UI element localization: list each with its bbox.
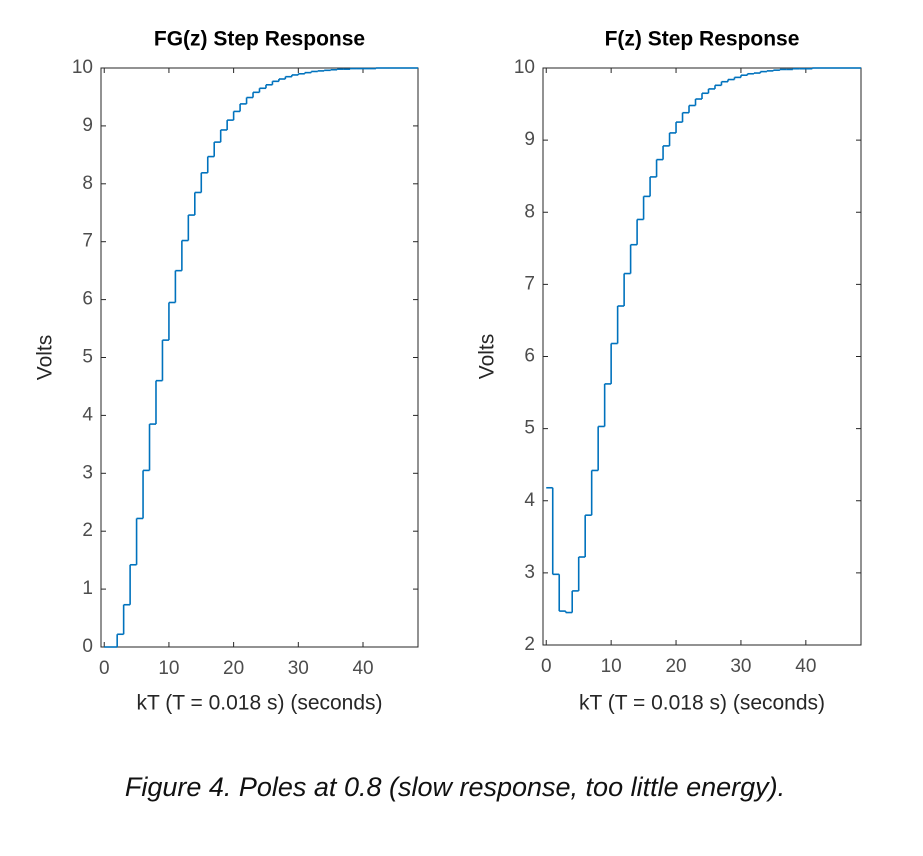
y-tick-label: 7 [524, 273, 535, 294]
y-tick-label: 3 [82, 462, 93, 483]
x-axis-label: kT (T = 0.018 s) (seconds) [579, 692, 825, 715]
x-tick-label: 20 [665, 656, 686, 677]
y-tick-label: 2 [82, 520, 93, 541]
y-tick-label: 9 [524, 129, 535, 150]
x-tick-label: 30 [730, 656, 751, 677]
x-tick-label: 0 [541, 656, 552, 677]
x-tick-label: 40 [795, 656, 816, 677]
x-axis-label: kT (T = 0.018 s) (seconds) [136, 692, 382, 715]
y-tick-label: 1 [82, 578, 93, 599]
caption: Figure 4. Poles at 0.8 (slow response, t… [125, 772, 785, 802]
y-tick-label: 10 [514, 57, 535, 78]
y-axis-label: Volts [34, 335, 57, 381]
x-tick-label: 20 [223, 658, 244, 679]
x-tick-label: 30 [288, 658, 309, 679]
y-tick-label: 4 [524, 490, 535, 511]
y-tick-label: 8 [524, 201, 535, 222]
y-tick-label: 6 [524, 346, 535, 367]
y-tick-label: 2 [524, 634, 535, 655]
y-tick-label: 5 [82, 347, 93, 368]
x-tick-label: 10 [158, 658, 179, 679]
y-tick-label: 8 [82, 173, 93, 194]
plot-area [542, 67, 862, 646]
chart-title: F(z) Step Response [605, 28, 800, 51]
y-tick-label: 3 [524, 562, 535, 583]
y-tick-label: 10 [72, 57, 93, 78]
y-axis-label: Volts [476, 334, 499, 380]
y-tick-label: 9 [82, 115, 93, 136]
plot-area [100, 67, 419, 648]
y-tick-label: 5 [524, 418, 535, 439]
x-tick-label: 0 [99, 658, 110, 679]
y-tick-label: 4 [82, 404, 93, 425]
chart-title: FG(z) Step Response [154, 28, 365, 51]
x-tick-label: 40 [352, 658, 373, 679]
y-tick-label: 0 [82, 636, 93, 657]
x-tick-label: 10 [601, 656, 622, 677]
y-tick-label: 7 [82, 231, 93, 252]
y-tick-label: 6 [82, 289, 93, 310]
